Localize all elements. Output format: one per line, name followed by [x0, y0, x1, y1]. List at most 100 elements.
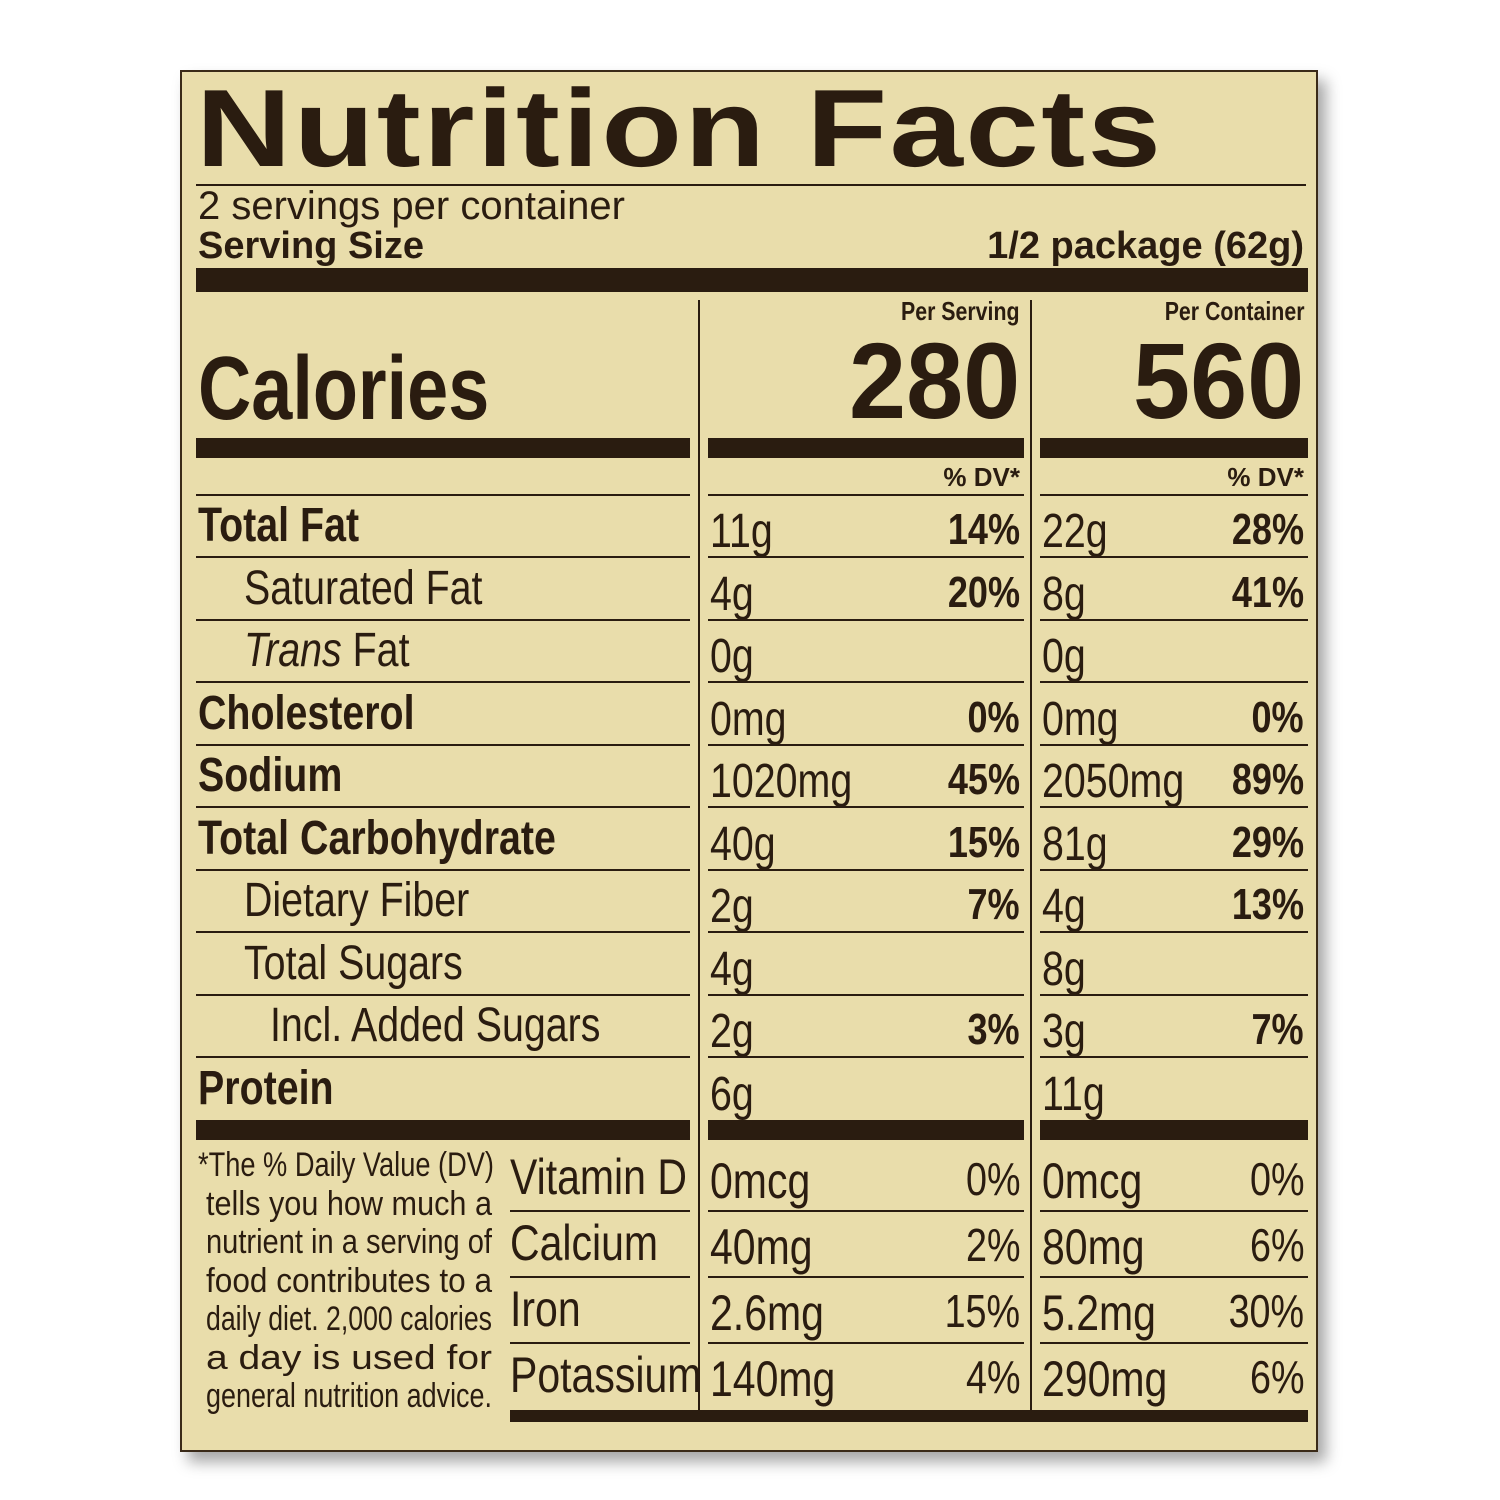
thick-divider: [196, 438, 690, 458]
serving-amount: 2.6mg: [710, 1288, 849, 1338]
dv-header-container: % DV*: [1227, 462, 1304, 492]
container-dv-text: 0%: [1249, 1153, 1304, 1205]
serving-dv: 45%: [932, 758, 1020, 802]
footnote-line: *The % Daily Value (DV): [198, 1148, 498, 1182]
serving-dv-text: 15%: [947, 817, 1020, 867]
nutrient-name-text: Sodium: [198, 749, 343, 802]
row-divider: [196, 806, 690, 808]
footnote-line-text: nutrient in a serving of: [206, 1223, 492, 1261]
container-amount-text: 3g: [1042, 1005, 1086, 1058]
serving-dv: 0%: [956, 695, 1020, 740]
serving-amount-text: 0mg: [710, 692, 787, 746]
nutrition-facts-label: Nutrition Facts 2 servings per container…: [180, 70, 1318, 1452]
calories-per-serving: 280: [840, 327, 1020, 435]
serving-amount-text: 2g: [710, 880, 754, 933]
nutrient-name: Trans Fat: [244, 627, 446, 675]
row-divider: [510, 1276, 690, 1278]
serving-dv-text: 20%: [947, 567, 1020, 617]
serving-dv: 3%: [956, 1008, 1020, 1052]
container-amount-text: 11g: [1042, 1067, 1105, 1121]
nutrient-name-text: Cholesterol: [198, 686, 415, 740]
nutrient-name-text: Total Sugars: [244, 936, 463, 990]
footnote-line: a day is used for: [206, 1341, 498, 1375]
row-divider: [708, 1210, 1024, 1212]
serving-dv: 15%: [928, 1288, 1020, 1334]
row-divider: [1040, 931, 1308, 933]
container-dv-text: 29%: [1231, 817, 1304, 867]
container-amount-text: 290mg: [1042, 1351, 1168, 1407]
per-container-header-text: Per Container: [1164, 296, 1304, 326]
nutrient-name: Cholesterol: [198, 686, 462, 740]
thick-divider: [1040, 438, 1308, 458]
vitamin-name-text: Calcium: [510, 1215, 659, 1271]
footnote-line: daily diet. 2,000 calories: [206, 1302, 498, 1336]
label-title: Nutrition Facts: [196, 74, 1161, 184]
container-amount: 4g: [1042, 883, 1095, 931]
container-amount: 3g: [1042, 1008, 1095, 1056]
serving-amount-text: 4g: [710, 942, 754, 996]
row-divider: [708, 1056, 1024, 1058]
nutrient-name-text: Incl. Added Sugars: [270, 999, 601, 1052]
container-dv: 0%: [1240, 692, 1304, 742]
serving-dv-text: 45%: [947, 755, 1020, 804]
row-divider: [1040, 556, 1308, 558]
serving-amount: 0mg: [710, 692, 803, 746]
container-amount-text: 4g: [1042, 880, 1086, 933]
row-divider: [1040, 681, 1308, 683]
row-divider: [708, 556, 1024, 558]
row-divider: [708, 806, 1024, 808]
row-divider: [708, 931, 1024, 933]
container-amount: 2050mg: [1042, 758, 1215, 806]
container-amount: 290mg: [1042, 1354, 1195, 1404]
vitamin-name: Vitamin D: [510, 1152, 726, 1202]
row-divider: [708, 681, 1024, 683]
container-amount-text: 0mcg: [1042, 1153, 1143, 1209]
nutrient-name: Total Carbohydrate: [198, 814, 635, 863]
container-dv-text: 6%: [1249, 1219, 1304, 1271]
container-dv: 30%: [1212, 1288, 1304, 1334]
per-container-header: Per Container: [1134, 296, 1304, 326]
serving-amount: 11g: [710, 508, 787, 556]
nutrient-name-text: Dietary Fiber: [244, 874, 470, 927]
divider: [196, 184, 1306, 186]
vitamin-name: Potassium: [510, 1350, 743, 1400]
container-dv: 41%: [1216, 567, 1304, 617]
footnote-line-text: tells you how much a: [206, 1184, 492, 1223]
per-serving-header-text: Per Serving: [901, 296, 1020, 326]
row-divider: [708, 1342, 1024, 1344]
serving-amount-text: 0g: [710, 630, 754, 683]
vitamin-name-text: Iron: [510, 1281, 581, 1337]
container-dv-text: 41%: [1231, 567, 1304, 617]
serving-dv: 14%: [932, 508, 1020, 552]
serving-amount-text: 6g: [710, 1067, 754, 1121]
thick-divider: [1040, 1120, 1308, 1140]
row-divider: [1040, 1342, 1308, 1344]
container-dv: 0%: [1238, 1156, 1304, 1202]
container-amount: 5.2mg: [1042, 1288, 1181, 1338]
serving-dv-text: 4%: [965, 1351, 1020, 1403]
container-dv: 6%: [1238, 1354, 1304, 1400]
row-divider: [1040, 806, 1308, 808]
vitamin-name: Iron: [510, 1284, 596, 1334]
serving-amount-text: 0mcg: [710, 1153, 811, 1209]
serving-dv: 0%: [954, 1156, 1020, 1202]
serving-dv-text: 3%: [967, 1005, 1020, 1054]
row-divider: [1040, 1276, 1308, 1278]
label-title-text: Nutrition Facts: [196, 67, 1164, 190]
container-amount: 81g: [1042, 820, 1122, 869]
container-dv: 6%: [1238, 1222, 1304, 1268]
container-dv-text: 30%: [1228, 1285, 1304, 1337]
serving-dv: 20%: [932, 567, 1020, 617]
serving-amount: 2g: [710, 1008, 763, 1056]
row-divider: [1040, 868, 1308, 871]
container-dv-text: 0%: [1251, 692, 1304, 742]
calories-label: Calories: [198, 344, 553, 434]
row-divider: [196, 993, 690, 996]
row-divider: [196, 1056, 690, 1058]
container-amount-text: 8g: [1042, 942, 1086, 996]
nutrient-name: Saturated Fat: [244, 564, 535, 613]
servings-per-container: 2 servings per container: [198, 184, 625, 228]
serving-dv: 2%: [954, 1222, 1020, 1268]
serving-amount: 0g: [710, 633, 763, 681]
nutrient-name: Sodium: [198, 752, 374, 800]
